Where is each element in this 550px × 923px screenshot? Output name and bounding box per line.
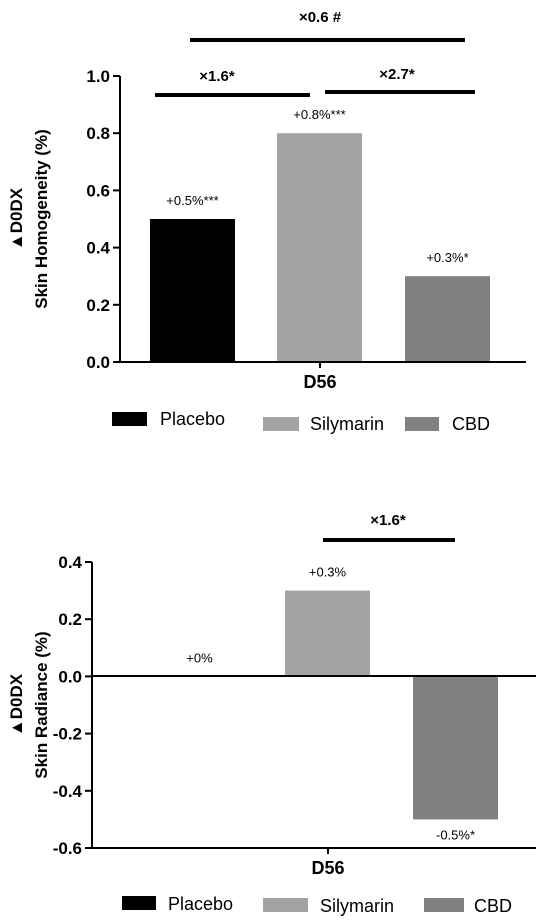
chart-1-data-label-cbd: +0.3%* [426, 250, 468, 265]
chart-2-y-label-top: ▲D0DX [7, 673, 26, 736]
chart-2-y-tick-label: 0.0 [58, 667, 82, 686]
chart-2-comparison-label-silymarin-cbd: ×1.6* [370, 512, 406, 529]
chart-1-data-label-silymarin: +0.8%*** [293, 107, 345, 122]
chart-1-y-tick-label: 0.2 [86, 296, 110, 315]
chart-1-legend-swatch-cbd [405, 417, 439, 431]
chart-1-data-label-placebo: +0.5%*** [166, 193, 218, 208]
chart-1-y-tick-label: 0.0 [86, 353, 110, 372]
chart-1-bar-placebo [150, 219, 235, 362]
chart-1-y-ticks: 0.0 0.2 0.4 0.6 0.8 1.0 [86, 67, 120, 372]
chart-1-comparison-label-silymarin-cbd: ×2.7* [379, 66, 415, 83]
chart-1-legend-swatch-silymarin [263, 417, 299, 431]
chart-1-legend-label-placebo: Placebo [160, 409, 225, 429]
chart-2: -0.6 -0.4 -0.2 0.0 0.2 0.4 +0% +0.3% -0.5%* D56… [7, 512, 536, 916]
chart-1-legend-swatch-placebo [112, 412, 147, 426]
chart-2-legend-swatch-cbd [424, 898, 464, 912]
chart-1-x-label: D56 [303, 372, 336, 392]
chart-2-bar-silymarin [285, 590, 370, 677]
chart-1: 0.0 0.2 0.4 0.6 0.8 1.0 +0.5%*** +0.8%*** +0.3%… [7, 9, 526, 434]
chart-1-bars [150, 133, 490, 362]
chart-2-y-tick-label: 0.4 [58, 553, 82, 572]
chart-2-y-tick-label: 0.2 [58, 610, 82, 629]
chart-1-y-label-top: ▲D0DX [7, 187, 26, 250]
chart-2-data-labels: +0% +0.3% -0.5%* [186, 565, 475, 843]
chart-2-data-label-placebo: +0% [186, 650, 213, 665]
chart-1-y-tick-label: 0.8 [86, 124, 110, 143]
chart-1-data-labels: +0.5%*** +0.8%*** +0.3%* [166, 107, 468, 265]
chart-2-x-label: D56 [311, 858, 344, 878]
chart-1-bar-cbd [405, 276, 490, 362]
chart-2-y-tick-label: -0.2 [53, 725, 82, 744]
chart-1-y-tick-label: 1.0 [86, 67, 110, 86]
chart-2-data-label-cbd: -0.5%* [436, 827, 475, 842]
chart-2-y-ticks: -0.6 -0.4 -0.2 0.0 0.2 0.4 [53, 553, 92, 858]
chart-2-bar-cbd [413, 676, 498, 820]
chart-1-legend-label-silymarin: Silymarin [310, 414, 384, 434]
chart-1-y-tick-label: 0.4 [86, 239, 110, 258]
chart-2-legend-label-silymarin: Silymarin [320, 896, 394, 916]
chart-2-data-label-silymarin: +0.3% [309, 565, 347, 580]
chart-2-legend-label-placebo: Placebo [168, 894, 233, 914]
chart-2-bars [285, 590, 498, 820]
chart-2-y-tick-label: -0.6 [53, 839, 82, 858]
chart-1-bar-silymarin [277, 133, 362, 362]
chart-1-y-tick-label: 0.6 [86, 181, 110, 200]
chart-1-legend-label-cbd: CBD [452, 414, 490, 434]
chart-1-y-label: Skin Homogeneity (%) [32, 129, 51, 308]
chart-2-legend-label-cbd: CBD [474, 896, 512, 916]
chart-2-y-label: Skin Radiance (%) [32, 631, 51, 778]
chart-2-legend-swatch-silymarin [263, 898, 308, 912]
chart-2-y-tick-label: -0.4 [53, 782, 83, 801]
chart-1-comparison-label-placebo-cbd: ×0.6 # [299, 9, 342, 26]
chart-2-legend-swatch-placebo [122, 896, 156, 910]
chart-1-comparison-label-placebo-silymarin: ×1.6* [199, 68, 235, 85]
